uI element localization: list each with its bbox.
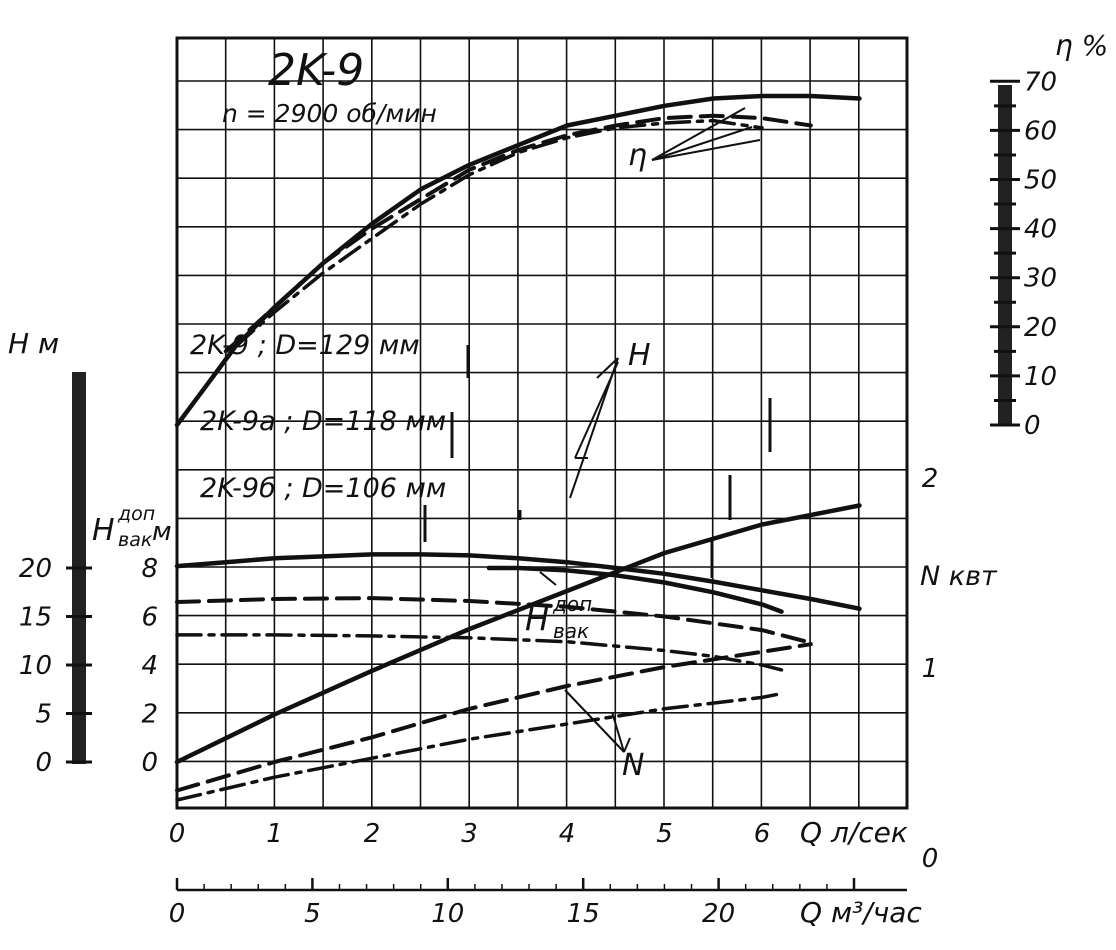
- x2-axis-label: Q м³/час: [800, 896, 922, 929]
- hvak-pointer-sup: доп: [552, 592, 592, 616]
- eta-axis-label: η %: [1055, 29, 1108, 62]
- annotation-pointer-line: [623, 737, 631, 753]
- hvak-axis-label: H: [92, 513, 115, 548]
- annotation-pointer-line: [611, 711, 625, 753]
- hvak-axis-tick-label: 2: [141, 700, 158, 730]
- h-axis-tick-label: 0: [35, 748, 52, 778]
- hvak-axis-tick-label: 4: [141, 651, 158, 681]
- h-axis-tick-label: 10: [19, 651, 52, 681]
- h-pointer-label: H: [628, 338, 651, 373]
- h-axis-label: H м: [8, 327, 59, 360]
- series-n-solid: [174, 503, 862, 765]
- x2-tick-label: 10: [431, 899, 464, 929]
- h-axis-tick-label: 15: [19, 603, 52, 633]
- series-n-dashdot: [175, 691, 784, 802]
- eta-axis-tick-label: 50: [1024, 166, 1057, 196]
- n-pointer-label: N: [622, 748, 644, 783]
- x2-tick-label: 0: [169, 899, 186, 929]
- hvak-pointer-label: H: [525, 600, 549, 638]
- series-eta-dashdot: [233, 118, 764, 349]
- x-tick-label: 1: [266, 819, 283, 849]
- hvak-axis-tick-label: 8: [141, 554, 158, 584]
- annotation-pointer-line: [651, 107, 746, 161]
- eta-axis-tick-label: 30: [1024, 264, 1057, 294]
- x-axis-label: Q л/сек: [800, 816, 908, 849]
- x-tick-label: 4: [559, 819, 576, 849]
- n-axis-tick-label: 2: [922, 464, 939, 494]
- curve-label-d129: 2K-9 ; D=129 мм: [190, 330, 420, 361]
- n-axis-tick-label: 1: [922, 654, 939, 684]
- h-axis-tick-label: 5: [35, 700, 52, 730]
- curves-layer: [174, 93, 862, 802]
- annotation-pointer-line: [651, 139, 761, 161]
- ticks-layer: 0 1 2 3 4 5 60 5 10 15 200510152002468010203040506…: [19, 67, 1057, 929]
- series-h-dashed: [175, 596, 813, 645]
- series-hvak-solid: [486, 565, 784, 614]
- curve-label-d106: 2K-9б ; D=106 мм: [200, 473, 446, 504]
- annotation-pointer-line: [564, 689, 625, 753]
- hvak-axis-unit: м: [152, 517, 172, 547]
- chart-subtitle: n = 2900 об/мин: [222, 99, 437, 128]
- eta-axis-tick-label: 40: [1024, 215, 1057, 245]
- eta-axis-tick-label: 20: [1024, 313, 1057, 343]
- series-eta-dashed: [223, 113, 813, 354]
- eta-axis-tick-label: 70: [1024, 67, 1057, 97]
- x-tick-label: 2: [364, 819, 381, 849]
- x2-tick-label: 15: [567, 899, 600, 929]
- n-axis-tick-label: 0: [922, 844, 939, 874]
- eta-axis-tick-label: 0: [1024, 411, 1041, 441]
- eta-axis-tick-label: 10: [1024, 362, 1057, 392]
- eta-pointer-label: η: [628, 138, 647, 173]
- hvak-axis-tick-label: 6: [141, 603, 158, 633]
- annotation-pointer-line: [651, 126, 753, 161]
- hvak-axis-sub: вак: [118, 529, 153, 551]
- x2-tick-label: 5: [304, 899, 321, 929]
- n-axis-label: N квт: [920, 561, 998, 592]
- x-tick-label: 6: [754, 819, 771, 849]
- eta-axis-ruler: [998, 85, 1012, 425]
- series-h-solid: [174, 552, 862, 611]
- x2-tick-label: 20: [702, 899, 735, 929]
- x-tick-label: 0: [169, 819, 186, 849]
- h-axis-tick-label: 20: [19, 554, 52, 584]
- chart-title: 2K-9: [268, 45, 364, 96]
- series-n-dashed: [175, 642, 813, 793]
- hvak-axis-sup: доп: [117, 503, 155, 525]
- annotation-pointer-line: [596, 357, 619, 379]
- x-tick-label: 3: [461, 819, 478, 849]
- hvak-axis-tick-label: 0: [141, 748, 158, 778]
- hvak-pointer-sub: вак: [553, 619, 589, 643]
- eta-axis-tick-label: 60: [1024, 116, 1057, 146]
- x-tick-label: 5: [656, 819, 673, 849]
- annotation-pointer-line: [539, 571, 557, 586]
- labels-layer: 2K-9 n = 2900 об/мин 2K-9 ; D=129 мм 2K-…: [8, 29, 1108, 929]
- curve-label-d118: 2K-9а ; D=118 мм: [200, 406, 446, 437]
- annotation-pointer-line: [574, 361, 619, 459]
